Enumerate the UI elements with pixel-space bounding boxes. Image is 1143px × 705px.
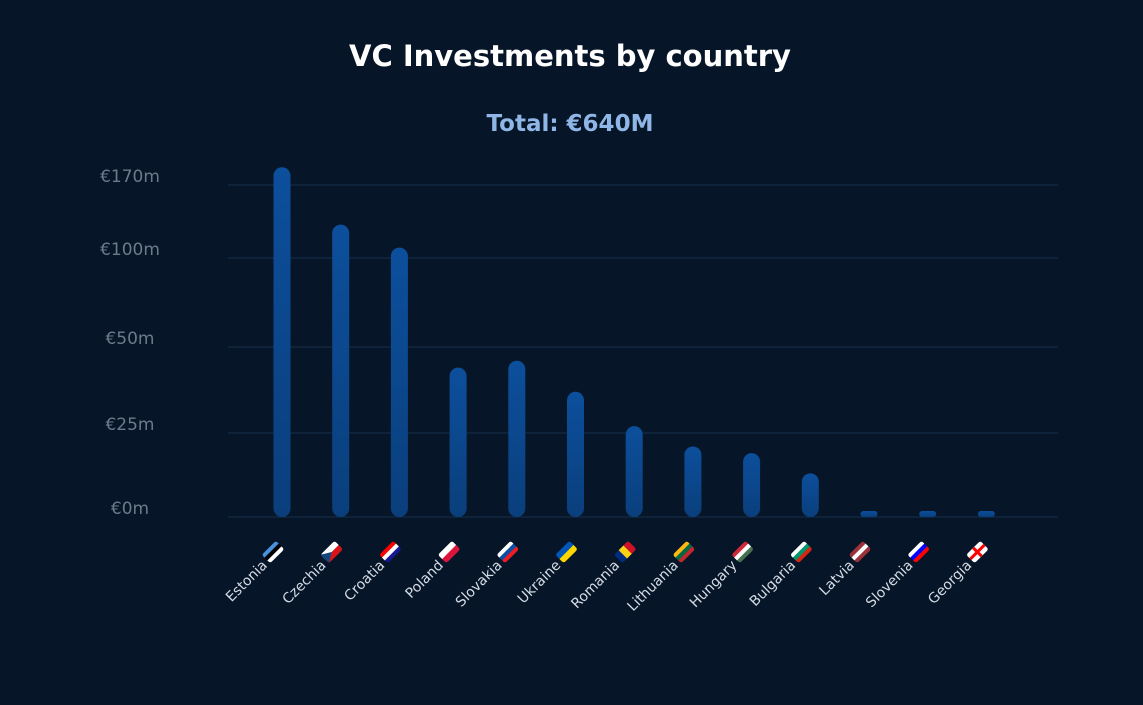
x-tick-label: Bulgaria bbox=[747, 558, 799, 610]
flag-icon-estonia bbox=[261, 540, 285, 564]
x-tick-label: Latvia bbox=[816, 558, 857, 599]
chart-subtitle: Total: €640M bbox=[487, 111, 654, 137]
x-tick-label: Romania bbox=[568, 558, 623, 613]
flag-icon-poland bbox=[437, 540, 461, 564]
x-tick-label: Slovenia bbox=[863, 558, 916, 611]
bar-georgia[interactable] bbox=[977, 511, 995, 517]
flag-icon-hungary bbox=[731, 540, 754, 564]
flag-icon-lithuania bbox=[672, 540, 696, 564]
x-tick-label: Slovakia bbox=[453, 558, 506, 611]
y-tick-label: €170m bbox=[100, 167, 160, 187]
x-tick-label: Croatia bbox=[341, 558, 388, 605]
flag-icon-slovenia bbox=[907, 540, 931, 564]
flag-icon-ukraine bbox=[555, 540, 578, 564]
bar-lithuania[interactable] bbox=[684, 446, 702, 517]
chart-title: VC Investments by country bbox=[349, 39, 791, 73]
flag-icon-slovakia bbox=[496, 540, 520, 564]
bar-latvia[interactable] bbox=[860, 511, 878, 517]
x-tick-label: Czechia bbox=[279, 558, 329, 608]
y-tick-label: €100m bbox=[100, 240, 160, 260]
bar-bulgaria[interactable] bbox=[801, 473, 819, 517]
bar-estonia[interactable] bbox=[273, 167, 291, 517]
bar-czechia[interactable] bbox=[332, 224, 350, 517]
x-axis: Estonia Czechia Croatia Poland Slovakia Ukrai… bbox=[223, 540, 989, 615]
x-tick-label: Poland bbox=[403, 558, 447, 602]
x-tick-label: Georgia bbox=[925, 558, 975, 608]
x-tick-label: Estonia bbox=[223, 558, 271, 606]
bar-ukraine[interactable] bbox=[567, 391, 584, 517]
flag-icon-georgia bbox=[966, 540, 989, 564]
y-tick-label: €25m bbox=[105, 415, 154, 435]
flag-icon-romania bbox=[613, 540, 637, 564]
x-tick-label: Hungary bbox=[687, 558, 741, 612]
bar-slovakia[interactable] bbox=[508, 360, 526, 517]
bar-hungary[interactable] bbox=[743, 453, 761, 517]
flag-icon-czechia bbox=[320, 540, 344, 564]
y-axis: €0m €25m €50m €100m €170m bbox=[100, 167, 160, 519]
bar-poland[interactable] bbox=[449, 367, 467, 517]
y-tick-label: €50m bbox=[105, 329, 154, 349]
flag-icon-latvia bbox=[848, 540, 872, 564]
x-tick-label: Ukraine bbox=[515, 558, 565, 608]
flag-icon-croatia bbox=[379, 540, 402, 564]
flag-icon-bulgaria bbox=[789, 540, 813, 564]
bar-croatia[interactable] bbox=[390, 247, 408, 518]
bars bbox=[273, 167, 995, 518]
gridlines bbox=[228, 184, 1058, 518]
x-tick-label: Lithuania bbox=[625, 558, 682, 615]
y-tick-label: €0m bbox=[111, 499, 149, 519]
bar-slovenia[interactable] bbox=[919, 511, 937, 517]
bar-romania[interactable] bbox=[625, 426, 643, 517]
